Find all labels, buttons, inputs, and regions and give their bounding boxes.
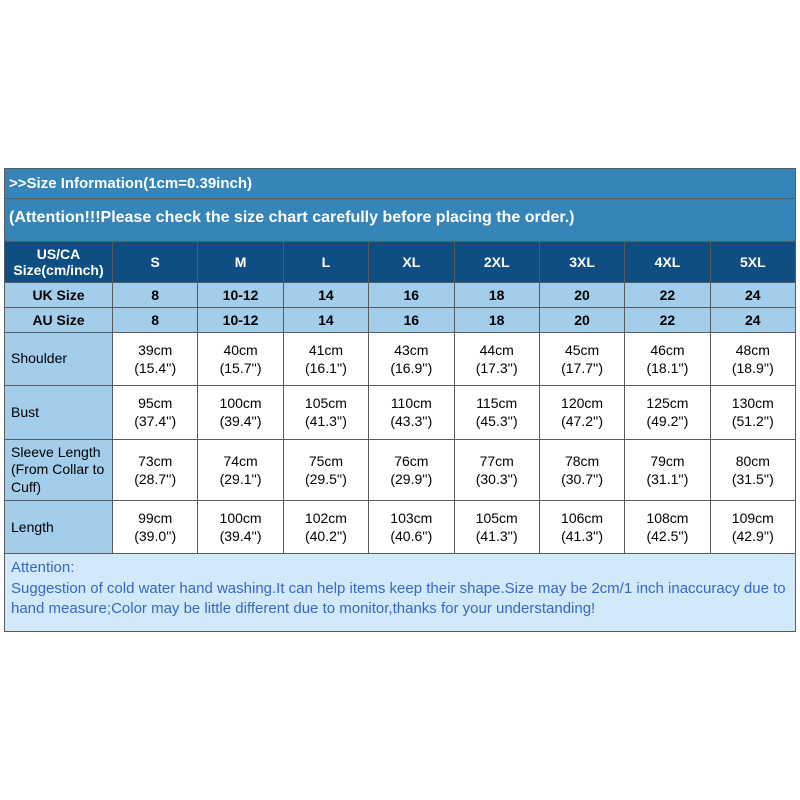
size-col-6: 4XL	[625, 241, 710, 282]
footer-note: Attention: Suggestion of cold water hand…	[4, 554, 796, 632]
measurement-label: Shoulder	[5, 332, 113, 385]
au-size-row: AU Size 8 10-12 14 16 18 20 22 24	[5, 307, 796, 332]
table-cell: 115cm(45.3'')	[454, 386, 539, 439]
table-cell: 46cm(18.1'')	[625, 332, 710, 385]
table-cell: 74cm(29.1'')	[198, 439, 283, 501]
table-cell: 10-12	[198, 282, 283, 307]
size-col-0: S	[113, 241, 198, 282]
table-row: Sleeve Length (From Collar to Cuff)73cm(…	[5, 439, 796, 501]
table-cell: 22	[625, 307, 710, 332]
size-col-7: 5XL	[710, 241, 795, 282]
size-label-header: US/CA Size(cm/inch)	[5, 241, 113, 282]
table-cell: 14	[283, 282, 368, 307]
table-cell: 120cm(47.2'')	[539, 386, 624, 439]
table-cell: 106cm(41.3'')	[539, 501, 624, 554]
table-cell: 75cm(29.5'')	[283, 439, 368, 501]
table-cell: 10-12	[198, 307, 283, 332]
table-cell: 103cm(40.6'')	[369, 501, 454, 554]
subtitle-row: (Attention!!!Please check the size chart…	[4, 198, 796, 241]
table-cell: 20	[539, 307, 624, 332]
measurement-label: Length	[5, 501, 113, 554]
table-cell: 130cm(51.2'')	[710, 386, 795, 439]
header-row: US/CA Size(cm/inch) S M L XL 2XL 3XL 4XL…	[5, 241, 796, 282]
table-cell: 80cm(31.5'')	[710, 439, 795, 501]
table-cell: 95cm(37.4'')	[113, 386, 198, 439]
table-cell: 14	[283, 307, 368, 332]
measurement-body: Shoulder39cm(15.4'')40cm(15.7'')41cm(16.…	[5, 332, 796, 554]
title-row: >>Size Information(1cm=0.39inch)	[4, 168, 796, 198]
table-cell: 99cm(39.0'')	[113, 501, 198, 554]
table-cell: 16	[369, 282, 454, 307]
table-cell: 125cm(49.2'')	[625, 386, 710, 439]
table-cell: 22	[625, 282, 710, 307]
table-cell: 16	[369, 307, 454, 332]
table-cell: 20	[539, 282, 624, 307]
table-cell: 24	[710, 307, 795, 332]
table-cell: 77cm(30.3'')	[454, 439, 539, 501]
size-table: US/CA Size(cm/inch) S M L XL 2XL 3XL 4XL…	[4, 241, 796, 555]
size-col-4: 2XL	[454, 241, 539, 282]
table-cell: 105cm(41.3'')	[283, 386, 368, 439]
table-row: Bust95cm(37.4'')100cm(39.4'')105cm(41.3'…	[5, 386, 796, 439]
size-col-2: L	[283, 241, 368, 282]
table-cell: 100cm(39.4'')	[198, 501, 283, 554]
table-cell: 18	[454, 282, 539, 307]
size-col-5: 3XL	[539, 241, 624, 282]
table-cell: 45cm(17.7'')	[539, 332, 624, 385]
table-row: Shoulder39cm(15.4'')40cm(15.7'')41cm(16.…	[5, 332, 796, 385]
footer-line2: Suggestion of cold water hand washing.It…	[11, 580, 786, 617]
size-chart: >>Size Information(1cm=0.39inch) (Attent…	[4, 168, 796, 632]
table-cell: 110cm(43.3'')	[369, 386, 454, 439]
uk-size-label: UK Size	[5, 282, 113, 307]
table-cell: 41cm(16.1'')	[283, 332, 368, 385]
table-cell: 109cm(42.9'')	[710, 501, 795, 554]
table-row: Length99cm(39.0'')100cm(39.4'')102cm(40.…	[5, 501, 796, 554]
table-cell: 44cm(17.3'')	[454, 332, 539, 385]
size-col-1: M	[198, 241, 283, 282]
table-cell: 78cm(30.7'')	[539, 439, 624, 501]
table-cell: 8	[113, 282, 198, 307]
measurement-label: Bust	[5, 386, 113, 439]
size-col-3: XL	[369, 241, 454, 282]
table-cell: 43cm(16.9'')	[369, 332, 454, 385]
footer-line1: Attention:	[11, 559, 74, 576]
au-size-label: AU Size	[5, 307, 113, 332]
table-cell: 105cm(41.3'')	[454, 501, 539, 554]
table-cell: 39cm(15.4'')	[113, 332, 198, 385]
table-cell: 102cm(40.2'')	[283, 501, 368, 554]
table-cell: 18	[454, 307, 539, 332]
table-cell: 76cm(29.9'')	[369, 439, 454, 501]
table-cell: 24	[710, 282, 795, 307]
uk-size-row: UK Size 8 10-12 14 16 18 20 22 24	[5, 282, 796, 307]
table-cell: 48cm(18.9'')	[710, 332, 795, 385]
table-cell: 79cm(31.1'')	[625, 439, 710, 501]
table-cell: 108cm(42.5'')	[625, 501, 710, 554]
table-cell: 100cm(39.4'')	[198, 386, 283, 439]
table-cell: 40cm(15.7'')	[198, 332, 283, 385]
measurement-label: Sleeve Length (From Collar to Cuff)	[5, 439, 113, 501]
table-cell: 73cm(28.7'')	[113, 439, 198, 501]
table-cell: 8	[113, 307, 198, 332]
